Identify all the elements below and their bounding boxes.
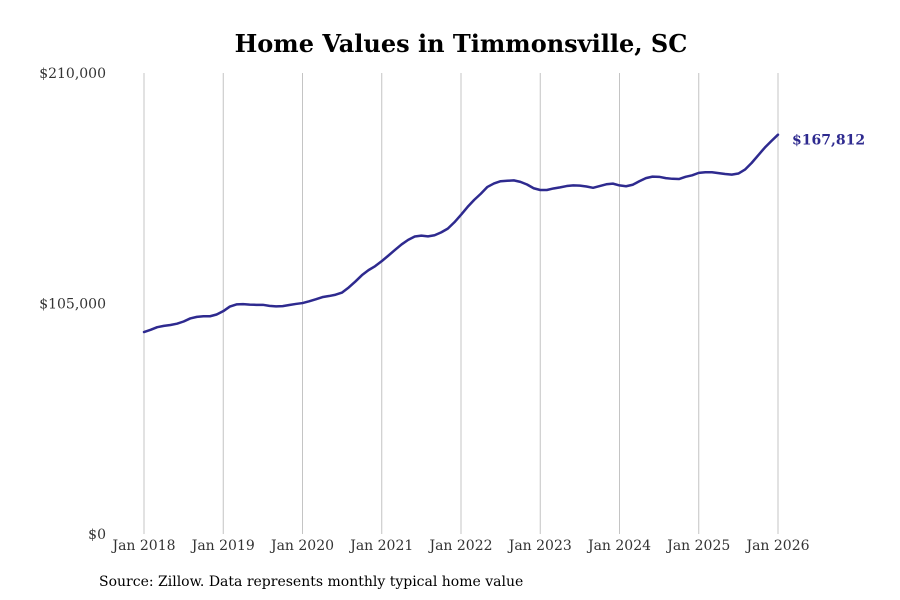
y-tick-label: $210,000 — [39, 66, 106, 82]
y-axis-ticks: $0 $105,000 $210,000 — [39, 66, 106, 543]
x-axis-ticks: Jan 2018 Jan 2019 Jan 2020 Jan 2021 Jan 2022… — [110, 538, 809, 554]
x-tick-label: Jan 2018 — [110, 538, 175, 554]
y-tick-label: $105,000 — [39, 297, 106, 313]
y-tick-label: $0 — [88, 527, 106, 543]
x-tick-label: Jan 2022 — [427, 538, 492, 554]
x-tick-label: Jan 2025 — [665, 538, 730, 554]
series-line-home-value — [142, 133, 780, 334]
x-tick-label: Jan 2023 — [507, 538, 572, 554]
x-tick-label: Jan 2024 — [586, 538, 651, 554]
source-note: Source: Zillow. Data represents monthly … — [99, 574, 524, 590]
x-tick-label: Jan 2020 — [269, 538, 334, 554]
latest-value-label: $167,812 — [792, 133, 865, 149]
x-tick-label: Jan 2021 — [348, 538, 413, 554]
chart-title: Home Values in Timmonsville, SC — [234, 29, 688, 58]
x-tick-label: Jan 2019 — [190, 538, 255, 554]
x-tick-label: Jan 2026 — [744, 538, 809, 554]
